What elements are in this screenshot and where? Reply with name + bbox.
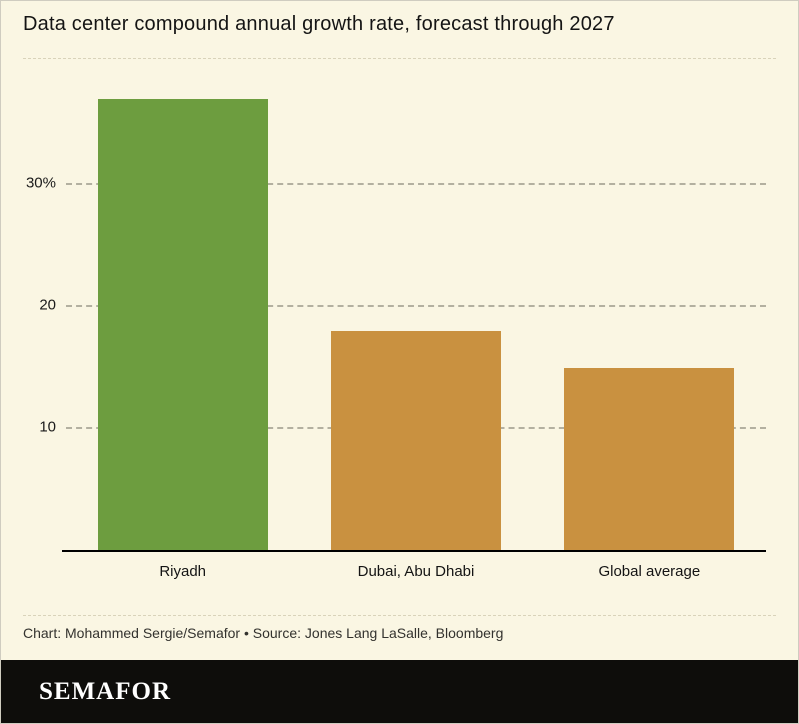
chart-title: Data center compound annual growth rate,… (23, 13, 615, 35)
x-category-label-riyadh: Riyadh (159, 563, 207, 580)
plot-area: Riyadh Dubai, Abu Dhabi Global average 10 2… (26, 81, 766, 580)
gridline-30: 30% (26, 174, 766, 191)
x-category-label-global-average: Global average (598, 563, 701, 580)
bar-group-global-average: Global average (533, 81, 766, 580)
gridline-20: 20 (39, 296, 766, 313)
bars-container: Riyadh Dubai, Abu Dhabi Global average (66, 81, 766, 580)
y-tick-label-10: 10 (39, 418, 56, 436)
credit-divider (23, 615, 776, 616)
brand-band: SEMAFOR (1, 660, 798, 723)
x-category-label-dubai-abu-dhabi: Dubai, Abu Dhabi (357, 563, 475, 580)
chart-credit: Chart: Mohammed Sergie/Semafor • Source:… (23, 625, 504, 641)
bar-group-dubai-abu-dhabi: Dubai, Abu Dhabi (299, 81, 532, 580)
semafor-logo: SEMAFOR (39, 677, 171, 705)
bar-global-average (564, 367, 735, 551)
y-tick-label-20: 20 (39, 296, 56, 314)
bar-riyadh (97, 99, 268, 551)
x-axis-line (62, 550, 766, 552)
title-divider (23, 58, 776, 59)
bar-dubai-abu-dhabi (330, 331, 501, 551)
bar-group-riyadh: Riyadh (66, 81, 299, 580)
y-tick-label-30: 30% (25, 174, 56, 192)
